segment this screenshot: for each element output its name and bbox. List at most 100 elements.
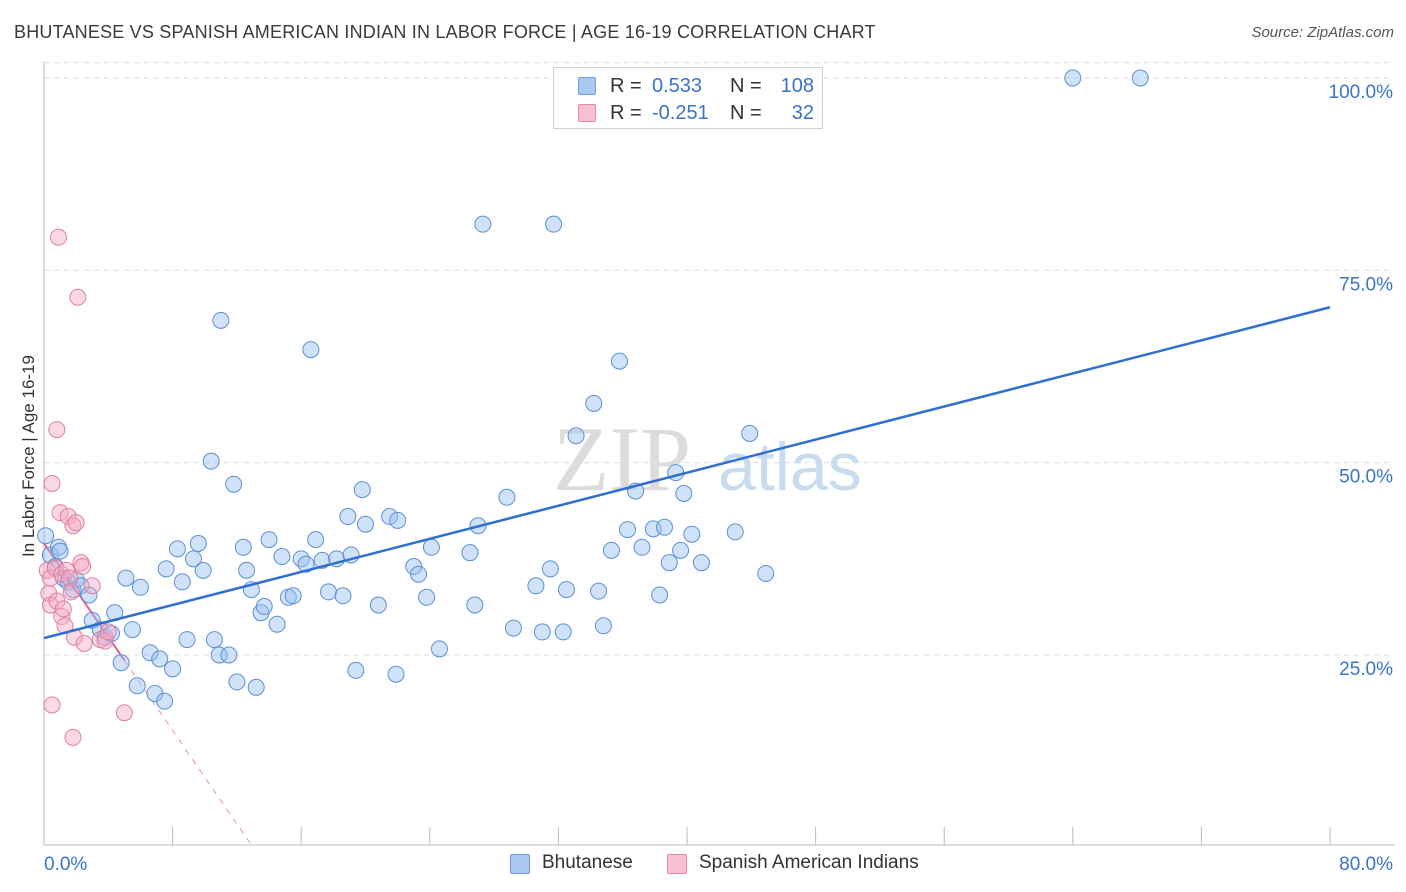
bhutanese-point: [339, 508, 357, 526]
bottom-legend-label: Spanish American Indians: [699, 852, 919, 873]
pink-trend-dashed: [123, 660, 254, 848]
legend-n-label: N =: [730, 102, 762, 124]
bhutanese-point: [194, 561, 212, 579]
bhutanese-point: [260, 531, 278, 549]
x-tick-label: 0.0%: [44, 854, 87, 875]
bhutanese-point: [410, 565, 428, 583]
bhutanese-point: [131, 578, 149, 596]
bhutanese-point: [389, 511, 407, 529]
bhutanese-point: [268, 615, 286, 633]
spanish-american-indians-point: [62, 583, 80, 601]
bhutanese-point: [141, 644, 159, 662]
spanish-american-indians-point: [49, 228, 67, 246]
y-axis-label: In Labor Force | Age 16-19: [19, 355, 38, 557]
spanish-american-indians-point: [41, 569, 59, 587]
bhutanese-point: [633, 538, 651, 556]
spanish-american-indians-point: [43, 696, 61, 714]
bhutanese-point: [123, 621, 141, 639]
bhutanese-point: [202, 452, 220, 470]
bhutanese-point: [302, 341, 320, 359]
bhutanese-point: [205, 631, 223, 649]
blue-trend: [43, 306, 1331, 640]
bhutanese-point: [334, 587, 352, 605]
bhutanese-point: [430, 640, 448, 658]
y-tick-label: 50.0%: [1339, 467, 1393, 488]
bhutanese-point: [585, 394, 603, 412]
bhutanese-point: [545, 215, 563, 233]
bhutanese-point: [619, 521, 637, 539]
chart-title: BHUTANESE VS SPANISH AMERICAN INDIAN IN …: [14, 22, 876, 42]
bhutanese-point: [594, 617, 612, 635]
bhutanese-point: [602, 541, 620, 559]
bhutanese-point: [610, 352, 628, 370]
bhutanese-point: [1131, 69, 1149, 87]
bottom-legend-swatch-pink: [667, 854, 687, 874]
bhutanese-point: [164, 660, 182, 678]
bhutanese-point: [353, 481, 371, 499]
bhutanese-point: [212, 311, 230, 329]
bhutanese-point: [320, 583, 338, 601]
bottom-legend-label: Bhutanese: [542, 852, 633, 873]
bhutanese-point: [381, 508, 399, 526]
spanish-american-indians-point: [54, 600, 72, 618]
bhutanese-point: [273, 548, 291, 566]
watermark-atlas: atlas: [718, 429, 862, 505]
legend-swatch-pink: [578, 104, 596, 122]
bhutanese-point: [369, 596, 387, 614]
bottom-legend-swatch-blue: [510, 854, 530, 874]
bhutanese-point: [660, 554, 678, 572]
legend-r-value: 0.533: [652, 75, 703, 97]
bhutanese-point: [466, 596, 484, 614]
bhutanese-point: [651, 586, 669, 604]
bhutanese-point: [51, 542, 69, 560]
bhutanese-point: [692, 554, 710, 572]
bhutanese-point: [554, 623, 572, 641]
spanish-american-indians-point: [67, 514, 85, 532]
bhutanese-trend-line: [43, 306, 1331, 640]
bhutanese-point: [238, 561, 256, 579]
bhutanese-point: [655, 518, 673, 536]
bhutanese-point: [112, 654, 130, 672]
bhutanese-point: [557, 581, 575, 599]
bhutanese-point: [726, 523, 744, 541]
y-tick-label: 25.0%: [1339, 659, 1393, 680]
spanish-american-indians-point: [115, 704, 133, 722]
bhutanese-point: [357, 515, 374, 533]
bhutanese-point: [189, 534, 207, 552]
bhutanese-point: [347, 661, 365, 679]
bhutanese-point: [184, 550, 202, 568]
bhutanese-point: [527, 577, 545, 595]
bhutanese-point: [387, 665, 405, 683]
bhutanese-point: [128, 677, 146, 695]
bhutanese-point: [504, 619, 522, 637]
bhutanese-point: [234, 538, 252, 556]
bhutanese-point: [220, 646, 238, 664]
bhutanese-point: [173, 573, 191, 591]
spanish-american-indians-point: [69, 288, 87, 306]
bhutanese-point: [474, 215, 492, 233]
bhutanese-point: [461, 544, 479, 562]
bhutanese-point: [292, 550, 310, 568]
bhutanese-point: [418, 588, 436, 606]
legend-r-value: -0.251: [652, 102, 709, 124]
spanish-american-indians-point: [64, 517, 82, 535]
bhutanese-point: [590, 582, 608, 600]
bhutanese-point: [255, 598, 273, 616]
bhutanese-point: [307, 531, 325, 549]
bhutanese-point: [210, 646, 228, 664]
spanish-american-indians-point: [74, 558, 92, 576]
bhutanese-point: [533, 623, 551, 641]
data-points: [37, 69, 1149, 746]
watermark-zip: ZIP: [553, 408, 691, 510]
bhutanese-point: [247, 678, 265, 696]
tick-labels: 25.0% 50.0% 75.0% 100.0% 0.0% 80.0%: [44, 82, 1393, 875]
bhutanese-point: [228, 673, 246, 691]
bhutanese-point: [422, 538, 440, 556]
y-tick-label: 75.0%: [1339, 274, 1393, 295]
legend-n-label: N =: [730, 75, 762, 97]
correlation-legend: R = 0.533 N = 108 R = -0.251 N = 32: [553, 67, 823, 129]
bhutanese-point: [156, 692, 174, 710]
spanish-american-indians-point: [48, 421, 66, 439]
bhutanese-point: [541, 560, 559, 578]
